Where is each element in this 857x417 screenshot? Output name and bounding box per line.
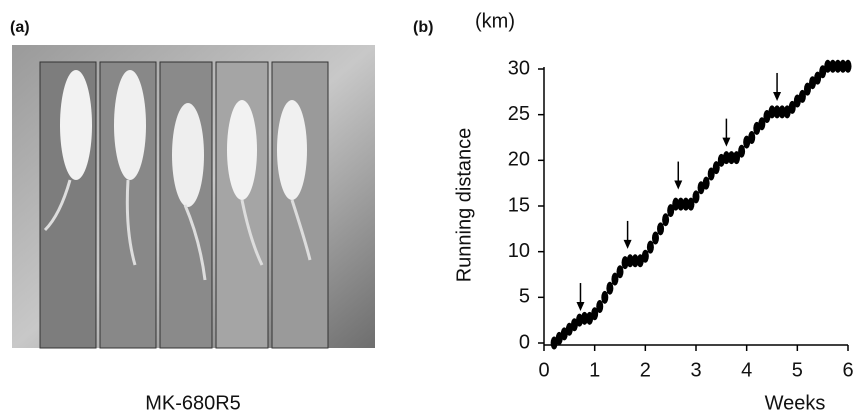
x-tick-label: 0 xyxy=(538,359,549,381)
arrow xyxy=(623,220,632,249)
data-point xyxy=(788,100,796,114)
y-tick-label: 25 xyxy=(508,103,530,125)
x-tick-label: 4 xyxy=(741,359,752,381)
y-tick-label: 15 xyxy=(508,194,530,216)
data-point xyxy=(738,144,746,158)
data-point xyxy=(824,59,832,73)
data-point xyxy=(707,167,715,181)
y-unit: (km) xyxy=(475,10,515,32)
data-point xyxy=(641,249,649,263)
x-tick-label: 3 xyxy=(690,359,701,381)
caption: MK-680R5 xyxy=(145,392,241,414)
y-tick-label: 0 xyxy=(519,331,530,353)
arrow xyxy=(576,283,585,312)
data-point xyxy=(646,240,654,254)
data-point xyxy=(839,59,847,73)
data-point xyxy=(733,151,741,165)
x-axis-label: Weeks xyxy=(765,392,826,414)
x-tick-label: 1 xyxy=(589,359,600,381)
photo xyxy=(12,45,375,349)
data-point xyxy=(626,254,634,268)
data-point xyxy=(829,59,837,73)
data-point xyxy=(758,117,766,131)
data-point xyxy=(819,65,827,79)
y-axis-label: Running distance xyxy=(453,128,475,283)
data-point xyxy=(687,197,695,211)
data-point xyxy=(651,231,659,245)
data-point xyxy=(667,204,675,218)
data-point xyxy=(662,213,670,227)
arrow xyxy=(773,72,782,101)
data-point xyxy=(672,197,680,211)
y-tick-label: 30 xyxy=(508,57,530,79)
arrow xyxy=(674,161,683,190)
panel-label: (a) xyxy=(10,19,30,36)
x-tick-label: 5 xyxy=(792,359,803,381)
data-point xyxy=(712,161,720,175)
data-point xyxy=(616,265,624,279)
y-tick-label: 20 xyxy=(508,149,530,171)
data-point xyxy=(798,89,806,103)
data-point xyxy=(611,272,619,286)
data-point xyxy=(657,222,665,236)
data-point xyxy=(581,311,589,325)
data-point xyxy=(591,307,599,321)
data-point xyxy=(631,254,639,268)
data-point xyxy=(844,59,852,73)
x-tick-label: 2 xyxy=(640,359,651,381)
data-point xyxy=(768,105,776,119)
data-point xyxy=(727,151,735,165)
arrow xyxy=(722,118,731,147)
y-tick-label: 10 xyxy=(508,240,530,262)
data-point xyxy=(722,151,730,165)
data-point xyxy=(834,59,842,73)
y-tick-label: 5 xyxy=(519,286,530,308)
data-point xyxy=(814,71,822,85)
data-point xyxy=(773,105,781,119)
data-point xyxy=(803,82,811,96)
data-point xyxy=(702,176,710,190)
data-point xyxy=(677,197,685,211)
x-tick-label: 6 xyxy=(842,359,853,381)
data-point xyxy=(682,197,690,211)
data-point xyxy=(692,190,700,204)
data-point xyxy=(606,281,614,295)
data-point xyxy=(596,299,604,313)
panel-label: (b) xyxy=(413,19,433,36)
data-point xyxy=(601,290,609,304)
data-point xyxy=(748,131,756,144)
data-point xyxy=(778,105,786,119)
